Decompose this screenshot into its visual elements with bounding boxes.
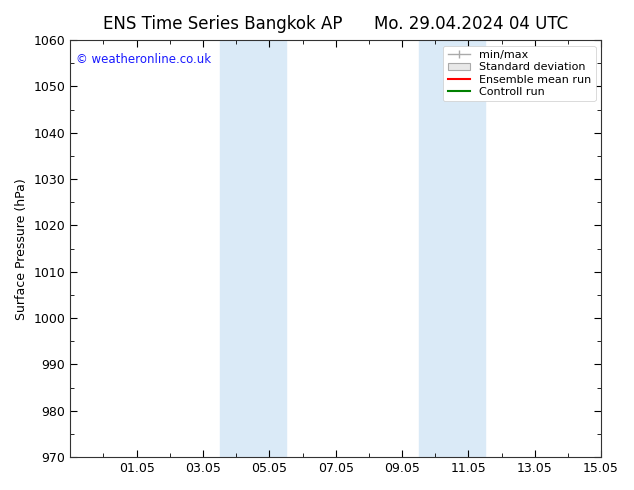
Legend: min/max, Standard deviation, Ensemble mean run, Controll run: min/max, Standard deviation, Ensemble me… — [443, 46, 595, 101]
Title: ENS Time Series Bangkok AP      Mo. 29.04.2024 04 UTC: ENS Time Series Bangkok AP Mo. 29.04.202… — [103, 15, 568, 33]
Text: © weatheronline.co.uk: © weatheronline.co.uk — [75, 52, 210, 66]
Bar — [418, 40, 485, 457]
Y-axis label: Surface Pressure (hPa): Surface Pressure (hPa) — [15, 178, 28, 319]
Bar — [219, 40, 286, 457]
